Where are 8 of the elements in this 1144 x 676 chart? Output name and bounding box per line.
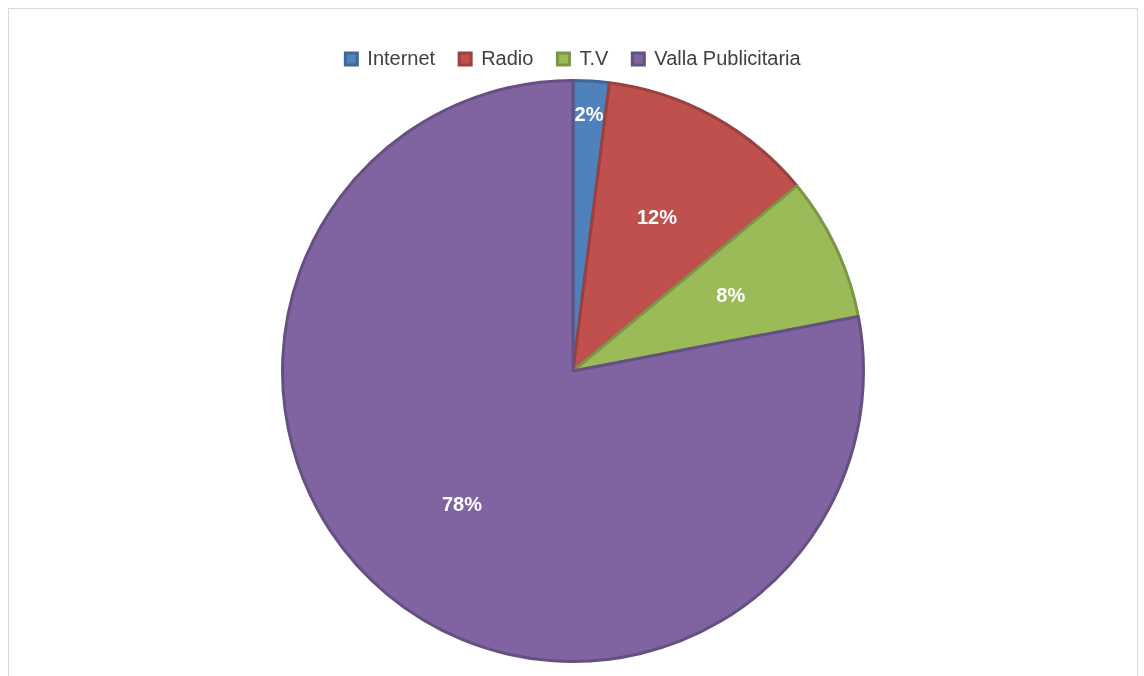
data-label: 2% (574, 103, 604, 126)
data-label: 12% (636, 205, 678, 228)
legend-label: Valla Publicitaria (654, 46, 802, 69)
legend-label: Internet (367, 46, 436, 69)
data-label: 78% (441, 492, 483, 515)
data-label: 8% (716, 284, 746, 307)
legend-label: Radio (481, 46, 534, 69)
legend-label: T.V (579, 46, 609, 69)
